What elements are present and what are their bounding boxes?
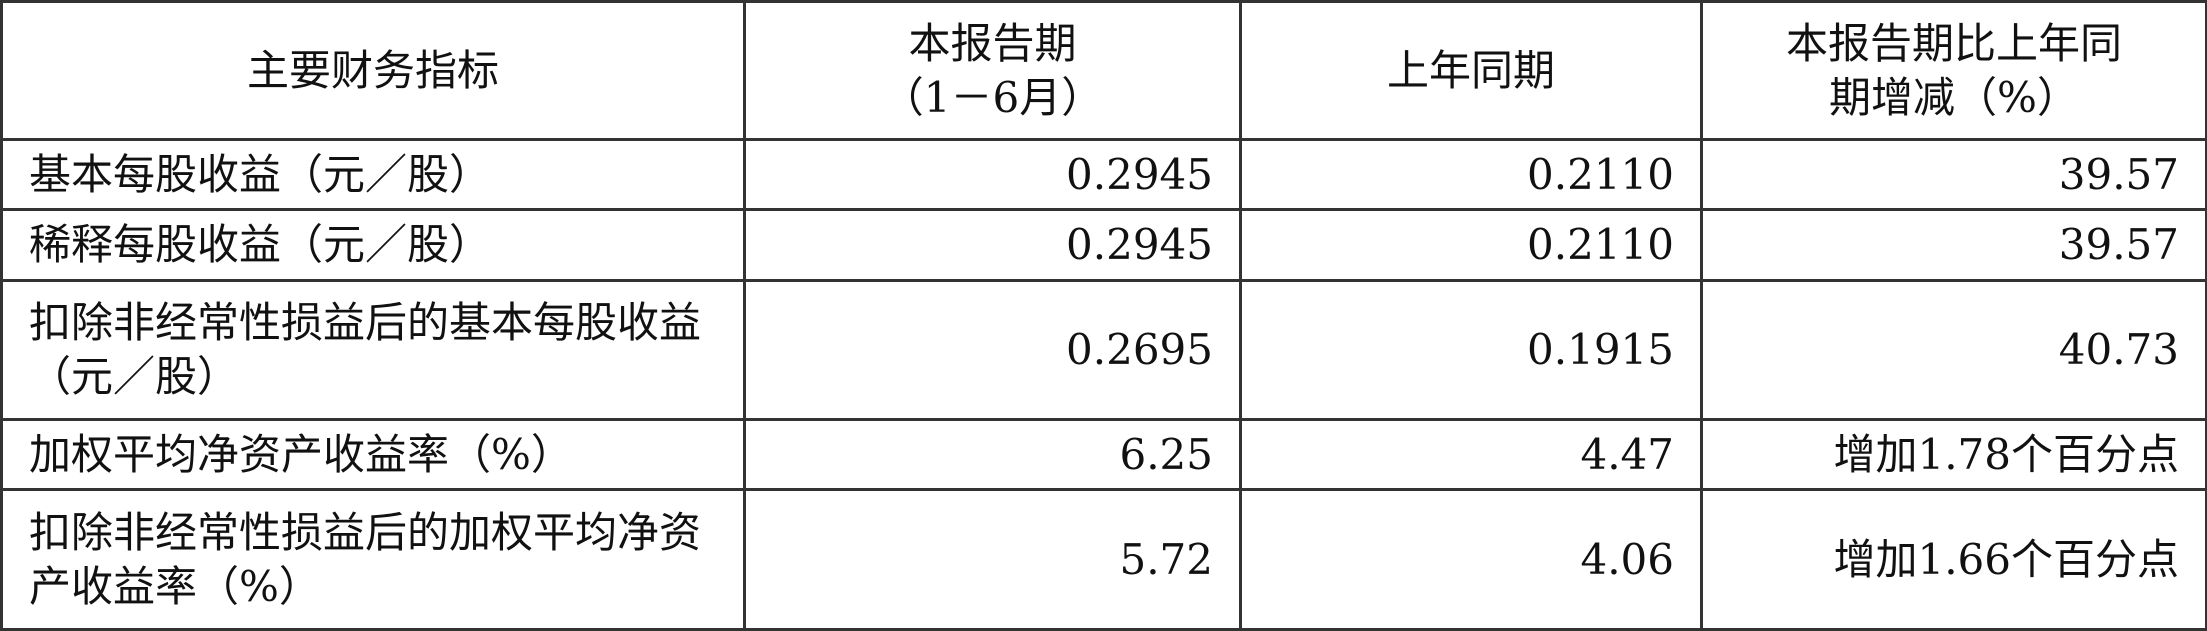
header-indicator: 主要财务指标 <box>0 0 746 141</box>
row-label: 基本每股收益（元／股） <box>0 138 746 211</box>
previous-value: 4.06 <box>1239 488 1703 631</box>
previous-value: 0.2110 <box>1239 138 1703 211</box>
row-label: 扣除非经常性损益后的基本每股收益（元／股） <box>0 279 746 421</box>
current-value: 0.2945 <box>743 208 1242 282</box>
current-value: 0.2695 <box>743 279 1242 421</box>
previous-value: 4.47 <box>1239 418 1703 491</box>
current-value: 6.25 <box>743 418 1242 491</box>
header-previous-period: 上年同期 <box>1239 0 1703 141</box>
table-row: 扣除非经常性损益后的加权平均净资产收益率（%） 5.72 4.06 增加1.66… <box>0 488 2207 631</box>
header-change: 本报告期比上年同 期增减（%） <box>1700 0 2207 141</box>
current-value: 5.72 <box>743 488 1242 631</box>
previous-value: 0.2110 <box>1239 208 1703 282</box>
previous-value: 0.1915 <box>1239 279 1703 421</box>
change-value: 增加1.66个百分点 <box>1700 488 2207 631</box>
table-row: 基本每股收益（元／股） 0.2945 0.2110 39.57 <box>0 138 2207 211</box>
table-row: 加权平均净资产收益率（%） 6.25 4.47 增加1.78个百分点 <box>0 418 2207 491</box>
table-row: 扣除非经常性损益后的基本每股收益（元／股） 0.2695 0.1915 40.7… <box>0 279 2207 421</box>
header-current-period: 本报告期 （1－6月） <box>743 0 1242 141</box>
row-label: 加权平均净资产收益率（%） <box>0 418 746 491</box>
change-value: 39.57 <box>1700 138 2207 211</box>
change-value: 增加1.78个百分点 <box>1700 418 2207 491</box>
row-label: 稀释每股收益（元／股） <box>0 208 746 282</box>
change-value: 40.73 <box>1700 279 2207 421</box>
current-value: 0.2945 <box>743 138 1242 211</box>
row-label: 扣除非经常性损益后的加权平均净资产收益率（%） <box>0 488 746 631</box>
table-row: 稀释每股收益（元／股） 0.2945 0.2110 39.57 <box>0 208 2207 282</box>
change-value: 39.57 <box>1700 208 2207 282</box>
header-row: 主要财务指标 本报告期 （1－6月） 上年同期 本报告期比上年同 期增减（%） <box>0 0 2207 141</box>
